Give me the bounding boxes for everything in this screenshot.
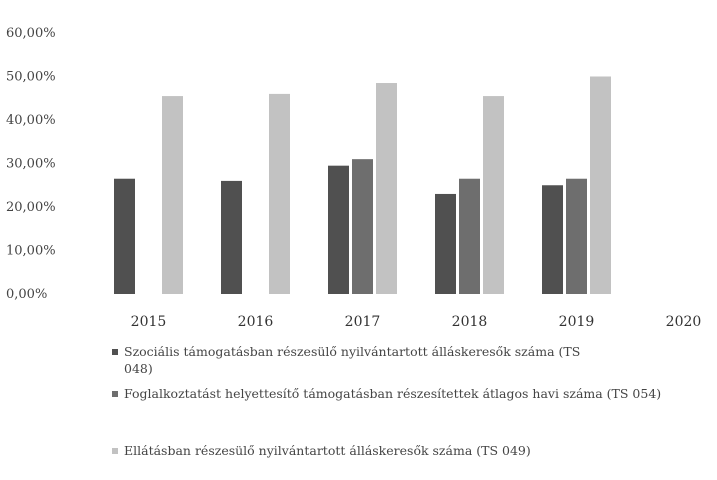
legend-swatch-ts054: [112, 391, 118, 397]
y-tick-label: 30,00%: [6, 157, 56, 172]
y-tick-label: 40,00%: [6, 113, 56, 128]
bars: [114, 76, 611, 295]
x-axis: 2015 2016 2017 2018 2019 2020: [131, 314, 702, 330]
y-tick-label: 0,00%: [6, 287, 47, 302]
legend-swatch-ts049: [112, 448, 118, 454]
y-tick-label: 50,00%: [6, 70, 56, 85]
legend-item-ts048: Szociális támogatásban részesülő nyilván…: [112, 343, 712, 385]
x-tick-label: 2020: [666, 314, 702, 330]
bar-2018-series-2: [459, 178, 480, 294]
bar-2019-series-1: [542, 185, 563, 294]
legend-label-ts049: Ellátásban részesülő nyilvántartott állá…: [124, 443, 531, 458]
x-tick-label: 2016: [238, 314, 274, 330]
legend-label-ts054: Foglalkoztatást helyettesítő támogatásba…: [124, 386, 662, 401]
y-tick-label: 20,00%: [6, 200, 56, 215]
bar-chart: 0,00% 10,00% 20,00% 30,00% 40,00% 50,00% 60,00…: [6, 26, 702, 330]
y-tick-label: 60,00%: [6, 26, 56, 41]
bar-2017-series-3: [376, 83, 397, 295]
x-tick-label: 2015: [131, 314, 167, 330]
bar-2017-series-2: [352, 159, 373, 294]
y-axis: 0,00% 10,00% 20,00% 30,00% 40,00% 50,00% 60,00…: [6, 26, 56, 302]
legend-label-ts048: Szociális támogatásban részesülő nyilván…: [124, 344, 581, 376]
bar-2019-series-2: [566, 178, 587, 294]
legend-item-ts054: Foglalkoztatást helyettesítő támogatásba…: [112, 385, 712, 442]
bar-2016-series-3: [269, 93, 290, 295]
legend-swatch-ts048: [112, 349, 118, 355]
bar-2018-series-3: [483, 96, 504, 294]
legend: Szociális támogatásban részesülő nyilván…: [112, 343, 712, 462]
bar-2018-series-1: [435, 193, 456, 294]
bar-2015-series-1: [114, 178, 135, 294]
legend-item-ts049: Ellátásban részesülő nyilvántartott állá…: [112, 442, 712, 462]
bar-2017-series-1: [328, 165, 349, 294]
bar-2019-series-3: [590, 76, 611, 294]
y-tick-label: 10,00%: [6, 244, 56, 259]
x-tick-label: 2018: [452, 314, 488, 330]
bar-2015-series-3: [162, 96, 183, 294]
x-tick-label: 2019: [559, 314, 595, 330]
x-tick-label: 2017: [345, 314, 381, 330]
bar-2016-series-1: [221, 180, 242, 294]
